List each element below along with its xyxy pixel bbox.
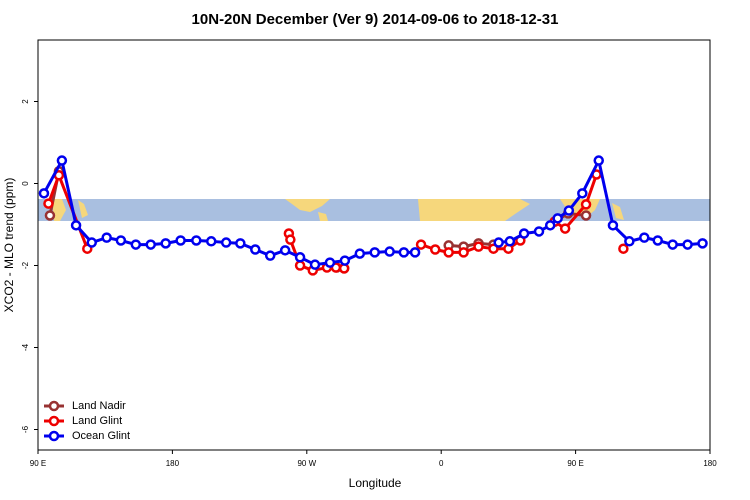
legend-marker (48, 415, 60, 427)
legend-label: Ocean Glint (72, 430, 130, 442)
point (667, 239, 678, 250)
series-line (448, 241, 494, 249)
chart-title: 10N-20N December (Ver 9) 2014-09-06 to 2… (192, 11, 559, 28)
point (43, 198, 54, 209)
y-tick-label: -6 (21, 425, 30, 433)
point (309, 259, 321, 270)
point (533, 226, 545, 237)
point (544, 220, 556, 231)
y-tick-label: 0 (21, 181, 30, 186)
point (639, 232, 650, 243)
y-tick-label: -2 (21, 261, 30, 269)
point (618, 243, 629, 254)
point (86, 237, 98, 248)
point (504, 236, 516, 247)
plot-frame (37, 39, 711, 451)
x-tick-label: 180 (703, 459, 717, 468)
x-tick-label: 0 (439, 459, 444, 468)
x-tick-label: 180 (166, 459, 180, 468)
point (518, 228, 530, 239)
point (101, 232, 112, 243)
point (235, 238, 246, 249)
point (354, 248, 366, 259)
point (607, 220, 619, 231)
point (264, 250, 276, 261)
legend-label: Land Glint (72, 415, 122, 427)
y-axis-label: XCO2 - MLO trend (ppm) (2, 178, 16, 313)
x-tick-label: 90 E (567, 459, 583, 468)
x-tick-label: 90 W (297, 459, 316, 468)
series-line (498, 159, 703, 247)
point (473, 241, 484, 252)
point (294, 260, 306, 271)
point (443, 247, 454, 258)
point (160, 238, 171, 249)
point (624, 236, 635, 247)
point (220, 237, 232, 248)
point (384, 246, 395, 257)
point (279, 245, 291, 256)
point (398, 247, 410, 258)
point (38, 188, 50, 199)
point (250, 244, 261, 255)
point (409, 247, 421, 258)
point (369, 247, 380, 258)
point (652, 235, 663, 246)
point (205, 236, 217, 247)
point (339, 255, 351, 266)
point (593, 155, 604, 166)
point (577, 188, 588, 199)
x-tick-label: 90 E (30, 459, 46, 468)
point (324, 257, 336, 268)
legend-marker (48, 400, 60, 412)
point (145, 239, 156, 250)
point (580, 210, 592, 221)
series-line (553, 173, 598, 231)
map-strip (38, 199, 710, 221)
y-tick-label: 2 (21, 99, 30, 104)
point (682, 239, 693, 250)
point (580, 199, 592, 210)
point (559, 223, 571, 234)
point (458, 247, 469, 258)
legend-marker (48, 430, 60, 442)
legend-label: Land Nadir (72, 400, 126, 412)
point (294, 252, 306, 263)
point (563, 205, 575, 216)
x-axis-label: Longitude (349, 476, 402, 490)
point (175, 235, 186, 246)
point (493, 237, 504, 248)
point (130, 239, 142, 250)
point (429, 244, 441, 255)
point (115, 235, 127, 246)
point (44, 210, 56, 221)
point (415, 239, 427, 250)
point (191, 235, 202, 246)
point (56, 155, 68, 166)
point (697, 238, 708, 249)
point (552, 213, 563, 224)
point (285, 234, 296, 245)
point (70, 220, 82, 231)
point (488, 243, 499, 254)
y-tick-label: -4 (21, 343, 30, 351)
